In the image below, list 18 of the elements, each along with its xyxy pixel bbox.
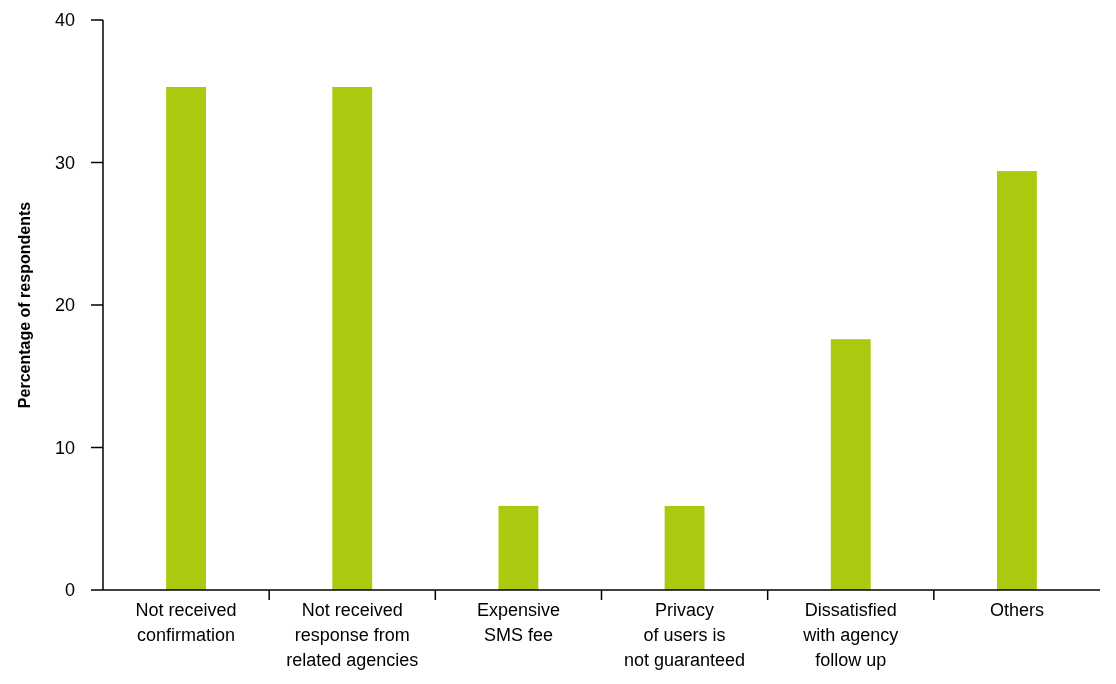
y-tick-label: 40 [54, 10, 75, 31]
x-tick-label: Not received confirmation [135, 600, 237, 645]
bar [498, 505, 539, 590]
bar [332, 86, 373, 590]
x-tick-label: Expensive SMS fee [476, 600, 560, 645]
x-tick-label: Privacy of users is not guaranteed [624, 600, 746, 670]
y-axis-title: Percentage of respondents [15, 201, 33, 409]
x-tick-label: Not received response from related agencies [286, 600, 419, 670]
bar [830, 339, 871, 590]
x-tick-label: Others [989, 600, 1044, 620]
x-tick-label: Dissatisfied with agency follow up [802, 600, 899, 670]
y-tick-label: 0 [64, 580, 75, 601]
bar [664, 505, 705, 590]
bar [996, 171, 1037, 590]
bar [166, 86, 207, 590]
y-tick-label: 10 [54, 437, 75, 458]
y-tick-label: 20 [54, 295, 75, 316]
y-tick-label: 30 [54, 152, 75, 173]
